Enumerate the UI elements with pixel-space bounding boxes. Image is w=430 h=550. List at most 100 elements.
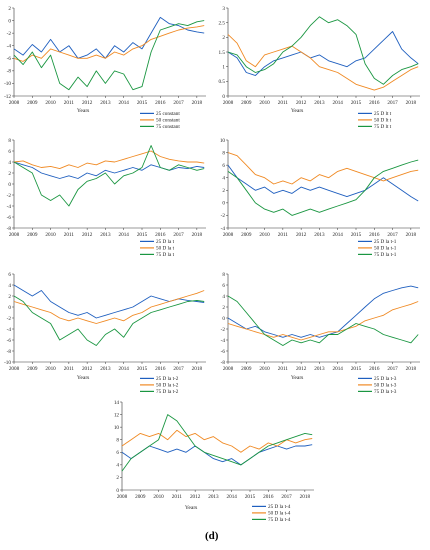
- y-tick-label-1-1: 2.5: [219, 20, 226, 26]
- y-tick-label-5-7: -6: [221, 349, 226, 355]
- x-tick-label-3-4: 2012: [296, 232, 307, 238]
- series-line-2-2: [13, 145, 205, 207]
- legend-label-1-1: 50 D lt t: [374, 118, 392, 124]
- x-tick-label-1-9: 2017: [387, 100, 398, 106]
- y-tick-label-2-2: 4: [8, 160, 11, 166]
- y-tick-label-0-4: -6: [7, 56, 12, 62]
- x-tick-label-2-7: 2015: [137, 232, 148, 238]
- x-tick-label-0-1: 2009: [27, 100, 38, 106]
- legend-label-6-1: 50 D la t-4: [268, 511, 291, 517]
- legend-label-6-2: 75 D la t-4: [268, 517, 291, 523]
- x-tick-label-6-3: 2011: [172, 494, 183, 500]
- x-tick-label-1-8: 2016: [369, 100, 380, 106]
- y-tick-label-6-3: 8: [116, 438, 119, 444]
- x-tick-label-5-9: 2017: [387, 366, 398, 372]
- y-tick-label-1-0: 3: [222, 6, 225, 12]
- legend-label-5-1: 50 D la t-3: [374, 383, 397, 389]
- legend-label-1-0: 25 D lt t: [374, 111, 392, 117]
- x-tick-label-2-1: 2009: [27, 232, 38, 238]
- legend-label-1-2: 75 D lt t: [374, 124, 392, 130]
- legend-label-3-0: 25 D la t-1: [374, 239, 397, 245]
- x-tick-label-2-3: 2011: [64, 232, 75, 238]
- y-tick-label-2-5: -2: [7, 193, 12, 199]
- x-tick-label-1-6: 2014: [333, 100, 344, 106]
- x-tick-label-4-4: 2012: [82, 366, 93, 372]
- x-tick-label-3-8: 2016: [369, 232, 380, 238]
- y-tick-label-0-2: -2: [7, 31, 12, 37]
- y-tick-label-5-2: 4: [222, 294, 225, 300]
- x-tick-label-5-1: 2009: [241, 366, 252, 372]
- series-line-2-1: [13, 150, 205, 170]
- y-tick-label-5-6: -4: [221, 338, 226, 344]
- x-axis-label-1: Years: [291, 108, 303, 114]
- series-line-2-0: [13, 161, 205, 179]
- x-tick-label-5-2: 2010: [259, 366, 270, 372]
- x-axis-label-4: Years: [77, 375, 89, 381]
- x-tick-label-5-8: 2016: [369, 366, 380, 372]
- x-tick-label-4-3: 2011: [64, 366, 75, 372]
- x-tick-label-5-3: 2011: [278, 366, 289, 372]
- legend-label-0-1: 50 constant: [156, 118, 180, 124]
- series-line-5-2: [227, 295, 419, 346]
- x-tick-label-0-3: 2011: [64, 100, 75, 106]
- x-tick-label-0-7: 2015: [137, 100, 148, 106]
- y-tick-label-3-7: -4: [221, 226, 226, 232]
- series-line-1-1: [227, 34, 419, 91]
- x-tick-label-3-1: 2009: [241, 232, 252, 238]
- legend-label-4-1: 50 D la t-2: [156, 383, 179, 389]
- series-line-1-0: [227, 31, 419, 76]
- legend-label-4-2: 75 D la t-2: [156, 389, 179, 395]
- x-tick-label-6-1: 2009: [135, 494, 146, 500]
- y-tick-label-5-8: -8: [221, 360, 226, 366]
- x-tick-label-1-7: 2015: [351, 100, 362, 106]
- series-line-6-2: [121, 414, 313, 472]
- x-tick-label-5-7: 2015: [351, 366, 362, 372]
- x-tick-label-2-9: 2017: [173, 232, 184, 238]
- y-tick-label-1-2: 2: [222, 35, 225, 41]
- x-tick-label-0-2: 2010: [45, 100, 56, 106]
- legend-label-5-0: 25 D la t-3: [374, 376, 397, 382]
- y-tick-label-4-8: -10: [4, 360, 11, 366]
- x-tick-label-6-5: 2013: [208, 494, 219, 500]
- y-tick-label-3-4: 2: [222, 188, 225, 194]
- x-tick-label-6-4: 2012: [190, 494, 201, 500]
- y-tick-label-6-6: 2: [116, 475, 119, 481]
- x-tick-label-2-5: 2013: [100, 232, 111, 238]
- series-line-6-1: [121, 429, 313, 453]
- x-tick-label-5-10: 2018: [406, 366, 417, 372]
- series-line-0-1: [13, 25, 205, 62]
- x-tick-label-1-10: 2018: [406, 100, 417, 106]
- y-tick-label-3-1: 8: [222, 150, 225, 156]
- y-tick-label-1-6: 0: [222, 94, 225, 100]
- y-tick-label-0-5: -8: [7, 69, 12, 75]
- x-tick-label-1-3: 2011: [278, 100, 289, 106]
- x-tick-label-4-9: 2017: [173, 366, 184, 372]
- x-tick-label-6-0: 2008: [117, 494, 128, 500]
- series-line-3-1: [227, 152, 419, 185]
- y-tick-label-1-3: 1.5: [219, 50, 226, 56]
- legend-label-6-0: 25 D la t-4: [268, 504, 291, 510]
- x-tick-label-4-10: 2018: [192, 366, 203, 372]
- x-tick-label-0-0: 2008: [9, 100, 20, 106]
- x-tick-label-1-0: 2008: [223, 100, 234, 106]
- x-tick-label-2-2: 2010: [45, 232, 56, 238]
- y-tick-label-5-4: 0: [222, 316, 225, 322]
- y-tick-label-0-7: -12: [4, 94, 11, 100]
- y-tick-label-0-0: 2: [8, 6, 11, 12]
- x-tick-label-5-6: 2014: [333, 366, 344, 372]
- y-tick-label-6-2: 10: [114, 425, 120, 431]
- y-tick-label-4-1: 4: [8, 283, 11, 289]
- x-tick-label-0-10: 2018: [192, 100, 203, 106]
- series-line-0-2: [13, 20, 205, 91]
- series-line-4-1: [13, 290, 205, 324]
- x-tick-label-6-7: 2015: [245, 494, 256, 500]
- y-tick-label-3-5: 0: [222, 201, 225, 207]
- x-tick-label-0-4: 2012: [82, 100, 93, 106]
- x-tick-label-0-8: 2016: [155, 100, 166, 106]
- legend-label-5-2: 75 D la t-3: [374, 389, 397, 395]
- x-tick-label-6-6: 2014: [227, 494, 238, 500]
- y-tick-label-3-0: 10: [220, 138, 226, 144]
- y-tick-label-1-4: 1: [222, 64, 225, 70]
- legend-label-2-0: 25 D la t: [156, 239, 175, 245]
